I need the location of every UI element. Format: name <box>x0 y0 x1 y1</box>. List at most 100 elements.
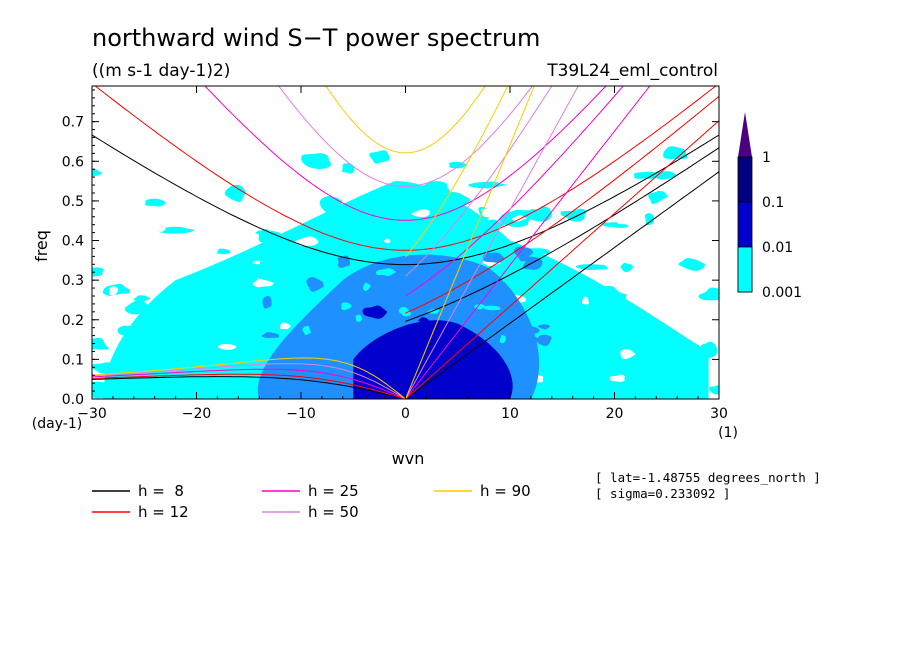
contour-0.001-patch <box>92 337 109 350</box>
contour-0.001-patch <box>648 190 668 204</box>
contour-0.001-patch <box>356 211 382 221</box>
contour-gap <box>609 374 626 382</box>
contour-0.001-patch <box>709 385 719 395</box>
contour-0.001-patch <box>120 380 134 395</box>
x-tick-label: −30 <box>77 406 107 422</box>
contour-0.001-patch <box>698 287 719 301</box>
contour-0.001-patch <box>123 328 163 341</box>
contour-0.001-patch <box>110 362 121 370</box>
colorbar-level-0.1 <box>737 201 753 248</box>
contour-gap <box>217 343 237 350</box>
contour-0.001-patch <box>620 262 634 273</box>
contour-0.01-gap <box>499 334 506 344</box>
x-tick-label: 20 <box>606 406 624 422</box>
contour-0.01-gap <box>483 305 501 311</box>
curve-legend: h = 8 h = 12 h = 25 h = 50 h = 90 <box>92 482 531 521</box>
contour-0.001-patch <box>321 244 353 253</box>
contour-0.001-patch <box>211 305 247 318</box>
contour-0.001-patch <box>92 267 104 277</box>
contour-gap <box>252 278 275 288</box>
contour-0.1-patch <box>362 305 388 319</box>
contour-gap <box>481 208 498 218</box>
y-tick-label: 0.3 <box>62 273 84 289</box>
colorbar-level-1 <box>737 156 753 203</box>
contour-0.001-patch <box>158 226 195 234</box>
contour-0.001-patch <box>342 163 355 174</box>
contour-fill-layer <box>92 146 719 399</box>
contour-0.01-gap <box>302 325 311 336</box>
y-tick-label: 0.2 <box>62 313 84 329</box>
contour-0.01-gap <box>322 276 330 288</box>
legend-label: h = 90 <box>480 482 531 500</box>
contour-gap <box>630 252 646 263</box>
colorbar-label-1: 1 <box>762 150 771 166</box>
kelvin-wave-curve-h50 <box>405 86 579 399</box>
contour-0.001-patch <box>206 335 225 346</box>
sigma-info: [ sigma=0.233092 ] <box>595 486 730 501</box>
contour-gap <box>563 249 587 257</box>
contour-0.001-patch <box>279 302 310 315</box>
legend-label: h = 50 <box>308 503 359 521</box>
contour-0.001-patch <box>216 248 231 254</box>
contour-0.001-patch <box>92 168 103 177</box>
contour-gap <box>108 286 119 296</box>
contour-0.001-patch <box>575 264 608 270</box>
dispersion-curve-layer <box>92 86 719 399</box>
contour-gap <box>411 209 430 218</box>
contour-0.001-patch <box>463 240 501 249</box>
contour-gap <box>222 233 241 240</box>
contour-0.01-patch <box>401 268 425 275</box>
colorbar-level-0.001 <box>737 246 753 293</box>
run-label: T39L24_eml_control <box>546 61 718 81</box>
kelvin-wave-curve-h25 <box>405 86 651 399</box>
contour-0.001-patch <box>678 258 706 271</box>
x-unit-label: (1) <box>718 425 738 441</box>
x-tick-label: 30 <box>710 406 728 422</box>
y-unit-label: (day-1) <box>32 416 82 432</box>
contour-0.01-patch <box>482 252 505 263</box>
contour-0.01-gap <box>427 309 440 314</box>
legend-label: h = 12 <box>138 503 189 521</box>
colorbar-label-0.01: 0.01 <box>762 240 793 256</box>
contour-0.01-gap <box>375 268 396 277</box>
contour-gap <box>383 238 391 244</box>
contour-0.001-patch <box>448 161 468 169</box>
contour-0.001-patch <box>700 341 718 359</box>
contour-gap <box>279 322 291 330</box>
contour-0.01-patch <box>284 376 309 385</box>
rossby-wave-curve-h90 <box>92 357 406 399</box>
gravity-wave-curve-h8 <box>92 134 719 266</box>
contour-0.001-patch <box>92 362 113 375</box>
contour-0.001-patch <box>312 221 343 229</box>
mrg-wave-curve-h25 <box>405 86 624 297</box>
contour-0.01-patch <box>514 246 534 262</box>
contour-0.001-patch <box>301 153 332 170</box>
contour-0.001-patch <box>182 341 216 353</box>
legend-label: h = 8 <box>138 482 184 500</box>
contour-0.001-patch <box>593 286 627 303</box>
contour-0.001-patch <box>575 345 607 357</box>
x-tick-label: −10 <box>286 406 316 422</box>
contour-gap <box>660 216 682 222</box>
contour-0.01-gap <box>341 302 352 311</box>
contour-0.01-patch <box>537 324 551 330</box>
y-tick-label: 0.1 <box>62 352 84 368</box>
contour-0.01-patch <box>391 273 407 283</box>
contour-0.01-patch <box>450 315 474 324</box>
contour-0.01-gap <box>398 306 411 317</box>
mrg-wave-curve-h50 <box>405 86 553 277</box>
contour-gap <box>635 203 647 212</box>
contour-gap <box>620 349 636 360</box>
colorbar-label-0.001: 0.001 <box>762 285 802 301</box>
contour-0.001-patch <box>223 292 256 306</box>
contour-0.001-patch <box>224 184 246 203</box>
rossby-wave-curve-h25 <box>92 368 406 399</box>
contour-0.01-patch <box>472 308 485 316</box>
contour-0.001-patch <box>504 209 537 220</box>
contour-gap <box>252 260 261 265</box>
contour-0.001-patch <box>442 191 471 207</box>
gravity-wave-curve-h25 <box>204 86 607 221</box>
contour-0.001-patch <box>468 181 508 189</box>
contour-0.001-patch <box>124 300 149 315</box>
